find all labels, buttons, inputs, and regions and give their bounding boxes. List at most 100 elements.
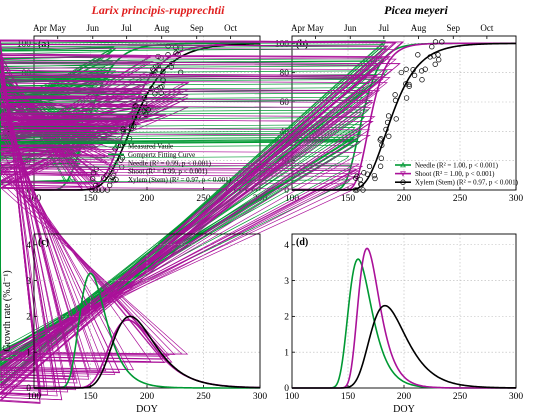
data-point — [406, 81, 412, 88]
x-tick-label: 250 — [453, 392, 468, 402]
panel-label: (c) — [38, 237, 49, 248]
data-point — [385, 113, 392, 119]
month-label: Oct — [480, 23, 493, 33]
x-tick-label: 200 — [140, 194, 155, 204]
month-label: May — [307, 23, 324, 33]
x-axis-label: DOY — [136, 404, 158, 415]
panel-label: (d) — [296, 237, 308, 248]
data-point — [169, 60, 175, 67]
data-point — [0, 73, 378, 378]
month-label: Apr — [291, 23, 305, 33]
legend-label: Gompertz Fitting Curve — [128, 151, 195, 159]
data-point — [403, 95, 410, 101]
y-tick-label: 3 — [26, 277, 31, 287]
series-line — [292, 304, 517, 389]
month-label: Jul — [121, 23, 132, 33]
series-xylem-stem- — [34, 315, 261, 389]
series-xylem-stem- — [292, 39, 517, 193]
data-point — [0, 88, 378, 377]
x-tick-label: 150 — [83, 392, 98, 402]
data-point — [436, 57, 442, 63]
species-title-right: Picea meyeri — [384, 3, 448, 17]
data-point — [0, 105, 372, 372]
y-tick-label: 0 — [284, 384, 289, 394]
legend-marker — [113, 176, 119, 183]
data-point — [392, 92, 398, 98]
series-line — [292, 258, 516, 389]
data-point — [0, 47, 396, 395]
data-point — [429, 44, 435, 50]
data-point — [366, 163, 373, 170]
x-tick-label: 250 — [196, 392, 211, 402]
x-axis-label: DOY — [393, 404, 415, 415]
y-tick-label: 4 — [284, 241, 289, 251]
x-tick-label: 250 — [196, 194, 211, 204]
data-point — [90, 175, 96, 182]
legend-label: Needle (R² = 0.99, p < 0.001) — [128, 159, 212, 167]
data-point — [0, 63, 380, 380]
data-point — [432, 61, 438, 67]
data-point — [377, 163, 384, 169]
data-point — [419, 68, 425, 74]
x-tick-label: 250 — [453, 194, 468, 204]
y-axis-label: Growth rate (%.d⁻¹) — [2, 270, 13, 351]
data-point — [353, 175, 359, 181]
y-tick-label: 80 — [280, 69, 290, 79]
x-tick-label: 200 — [140, 392, 155, 402]
data-point — [432, 39, 439, 45]
month-label: Aug — [411, 23, 427, 33]
data-point — [360, 187, 366, 193]
legend-marker — [113, 142, 119, 149]
legend-label: Needle (R² = 1.00, p < 0.001) — [415, 162, 499, 170]
data-point — [0, 74, 381, 380]
series-line — [34, 315, 261, 389]
y-tick-label: 1 — [284, 348, 289, 358]
legend-label: Xylem (Stem) (R² = 0.97, p < 0.001) — [128, 176, 232, 184]
x-tick-label: 150 — [83, 194, 98, 204]
month-label: Aug — [154, 23, 170, 33]
data-point — [165, 52, 171, 58]
panel-d: 100 150 200 250 300 0 1 2 3 4 (d) DOY — [284, 233, 524, 415]
month-label: Oct — [224, 23, 237, 33]
data-point — [107, 178, 114, 184]
x-tick-label: 300 — [509, 392, 524, 402]
month-label: Jul — [379, 23, 390, 33]
data-point — [100, 175, 107, 181]
legend-marker — [113, 169, 119, 175]
x-tick-label: 100 — [27, 392, 42, 402]
legend-label: Shoot (R² = 1.00, p < 0.001) — [415, 170, 495, 178]
x-tick-label: 150 — [341, 392, 356, 402]
data-point — [178, 69, 184, 75]
panel-c: 100 150 200 250 300 0 1 2 3 4 (c) Growth rate (%.d⁻… — [2, 233, 267, 415]
data-point — [393, 116, 399, 122]
y-tick-label: 0 — [26, 384, 31, 394]
x-tick-label: 300 — [509, 194, 524, 204]
series-line — [292, 42, 517, 191]
series-xylem-stem- — [292, 304, 517, 389]
data-point — [419, 77, 425, 83]
legend-marker — [400, 179, 406, 185]
y-tick-label: 1 — [26, 348, 31, 358]
data-point — [0, 97, 148, 149]
x-tick-label: 100 — [285, 194, 300, 204]
data-point — [411, 72, 418, 79]
data-point — [107, 182, 113, 188]
x-tick-label: 100 — [285, 392, 300, 402]
data-point — [0, 168, 359, 360]
data-point — [145, 107, 151, 113]
y-tick-label: 2 — [26, 313, 31, 323]
data-point — [361, 170, 367, 176]
data-point — [403, 66, 409, 72]
y-tick-label: 40 — [280, 128, 290, 138]
series-needle — [292, 258, 516, 389]
legend-marker — [400, 171, 406, 177]
data-point — [439, 39, 445, 45]
data-point — [377, 137, 383, 143]
y-tick-label: 100 — [275, 40, 290, 50]
data-point — [0, 164, 363, 363]
month-label: Sep — [190, 23, 204, 33]
series-line — [34, 272, 260, 389]
data-point — [0, 104, 139, 139]
data-point — [0, 187, 355, 355]
